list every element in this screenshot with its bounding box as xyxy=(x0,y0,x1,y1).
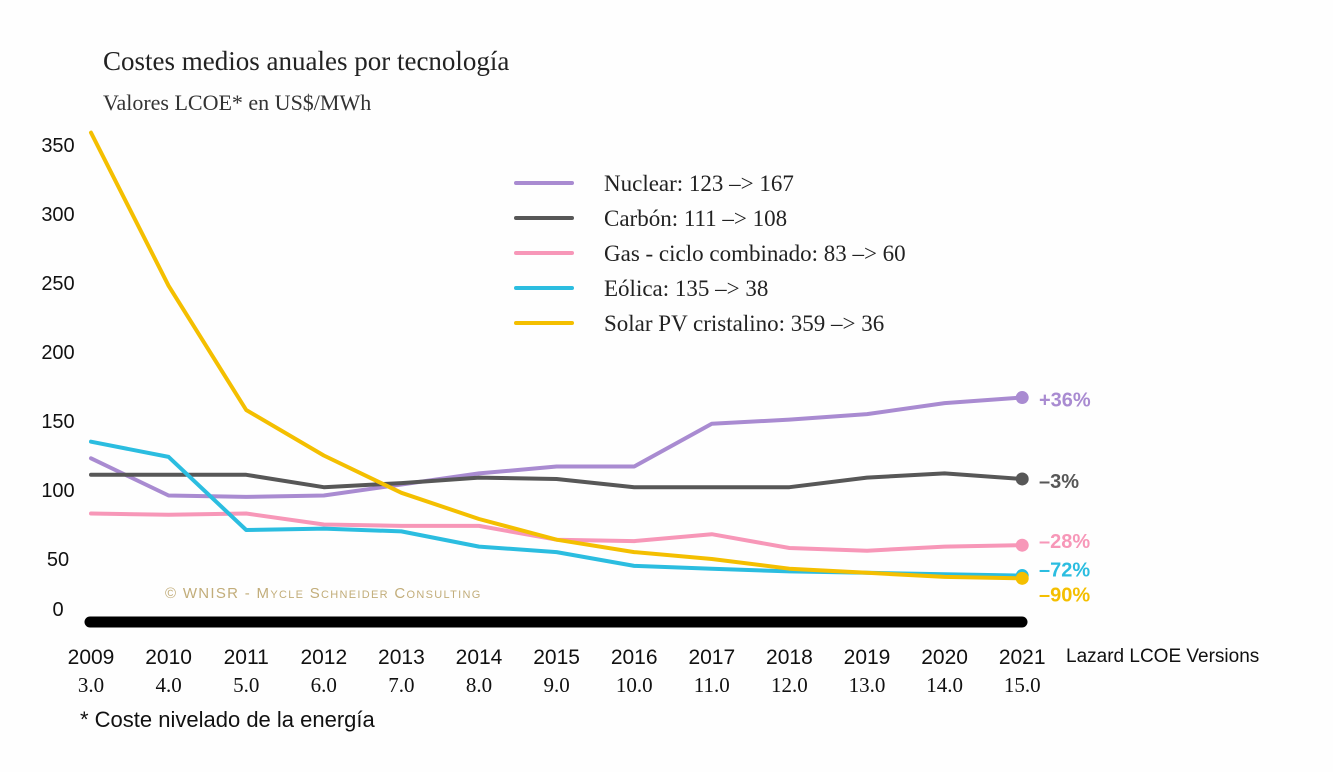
x-tick-label-year: 2017 xyxy=(688,646,735,669)
x-tick-label-version: 13.0 xyxy=(849,673,886,697)
series-change-label: –72% xyxy=(1039,560,1090,582)
x-tick-label-version: 11.0 xyxy=(694,673,730,697)
x-tick-label-year: 2014 xyxy=(456,646,503,669)
x-tick-label-year: 2015 xyxy=(533,646,580,669)
watermark: © WNISR - Mycle Schneider Consulting xyxy=(165,585,482,602)
y-tick-label: 100 xyxy=(41,480,74,502)
series-end-marker xyxy=(1015,472,1029,486)
x-tick-label-year: 2020 xyxy=(921,646,968,669)
series-change-label: –90% xyxy=(1039,584,1090,606)
x-tick-label-year: 2009 xyxy=(68,646,115,669)
x-tick-label-year: 2011 xyxy=(224,646,269,669)
series-end-marker xyxy=(1015,538,1029,552)
legend-label: Gas - ciclo combinado: 83 –> 60 xyxy=(604,241,906,266)
series-line xyxy=(89,130,1025,581)
x-tick-label-version: 4.0 xyxy=(155,673,181,697)
x-tick-label-version: 15.0 xyxy=(1004,673,1041,697)
change-labels: +36% –3% –28% –72%–90% xyxy=(1039,390,1091,607)
x-tick-label-version: 12.0 xyxy=(771,673,808,697)
y-tick-label: 250 xyxy=(41,273,74,295)
x-tick-label-version: 5.0 xyxy=(233,673,259,697)
legend-label: Nuclear: 123 –> 167 xyxy=(604,171,794,196)
x-tick-label-version: 10.0 xyxy=(616,673,653,697)
x-tick-label-version: 7.0 xyxy=(388,673,414,697)
series-line xyxy=(89,511,1025,553)
legend-label: Solar PV cristalino: 359 –> 36 xyxy=(604,311,884,336)
x-tick-label-year: 2010 xyxy=(145,646,192,669)
series-line xyxy=(89,471,1025,490)
x-tick-label-version: 6.0 xyxy=(311,673,337,697)
chart-title: Costes medios anuales por tecnología xyxy=(103,46,509,76)
footnote: * Coste nivelado de la energía xyxy=(80,707,376,732)
y-tick-label: 200 xyxy=(41,342,74,364)
legend-label: Carbón: 111 –> 108 xyxy=(604,206,787,231)
y-tick-label: 50 xyxy=(47,549,69,571)
y-tick-label: 150 xyxy=(41,411,74,433)
legend-label: Eólica: 135 –> 38 xyxy=(604,276,768,301)
series-end-marker xyxy=(1015,571,1029,585)
x-tick-label-year: 2012 xyxy=(300,646,347,669)
x-tick-label-year: 2016 xyxy=(611,646,658,669)
series-lines xyxy=(89,130,1025,581)
x-tick-label-year: 2018 xyxy=(766,646,813,669)
x-tick-label-version: 8.0 xyxy=(466,673,492,697)
x-tick-label-year: 2021 xyxy=(999,646,1046,669)
x-tick-label-year: 2019 xyxy=(844,646,891,669)
series-end-marker xyxy=(1015,391,1029,405)
y-tick-label: 300 xyxy=(41,204,74,226)
series-change-label: +36% xyxy=(1039,390,1091,412)
y-tick-label: 0 xyxy=(52,599,63,621)
x-axis-tick-labels: 2009 3.0 2010 4.0 2011 5.0 2012 6.0 2013 7.0 2014 8… xyxy=(68,646,1046,697)
x-tick-label-version: 9.0 xyxy=(543,673,569,697)
series-change-label: –3% xyxy=(1039,471,1079,493)
x-axis-label: Lazard LCOE Versions xyxy=(1066,646,1259,667)
x-tick-label-version: 14.0 xyxy=(926,673,963,697)
legend: Nuclear: 123 –> 167 Carbón: 111 –> 108 Gas… xyxy=(514,171,906,336)
end-markers xyxy=(1015,391,1029,585)
x-tick-label-year: 2013 xyxy=(378,646,425,669)
x-tick-label-version: 3.0 xyxy=(78,673,104,697)
y-axis-tick-labels: 0 50 100 150 200 250 300 350 xyxy=(41,135,74,621)
series-change-label: –28% xyxy=(1039,531,1090,553)
series-line xyxy=(89,395,1025,499)
series-line xyxy=(89,439,1025,578)
y-tick-label: 350 xyxy=(41,135,74,157)
chart-subtitle: Valores LCOE* en US$/MWh xyxy=(103,90,371,115)
